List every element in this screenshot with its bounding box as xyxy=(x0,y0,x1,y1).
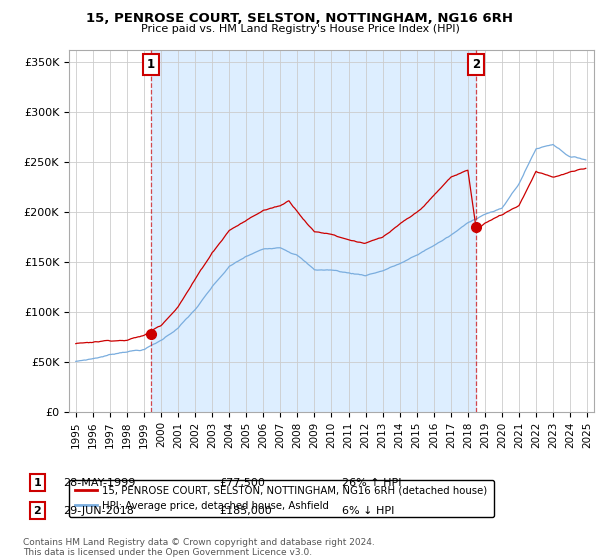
Text: 1: 1 xyxy=(147,58,155,71)
Text: 1: 1 xyxy=(34,478,41,488)
Text: £77,500: £77,500 xyxy=(219,478,265,488)
Bar xyxy=(151,50,476,412)
Text: 6% ↓ HPI: 6% ↓ HPI xyxy=(342,506,394,516)
Text: 2: 2 xyxy=(472,58,480,71)
Text: 2: 2 xyxy=(34,506,41,516)
Text: 26% ↑ HPI: 26% ↑ HPI xyxy=(342,478,401,488)
Text: 28-MAY-1999: 28-MAY-1999 xyxy=(63,478,136,488)
Text: 15, PENROSE COURT, SELSTON, NOTTINGHAM, NG16 6RH: 15, PENROSE COURT, SELSTON, NOTTINGHAM, … xyxy=(86,12,514,25)
Text: £185,000: £185,000 xyxy=(219,506,272,516)
Text: Contains HM Land Registry data © Crown copyright and database right 2024.
This d: Contains HM Land Registry data © Crown c… xyxy=(23,538,374,557)
Legend: 15, PENROSE COURT, SELSTON, NOTTINGHAM, NG16 6RH (detached house), HPI: Average : 15, PENROSE COURT, SELSTON, NOTTINGHAM, … xyxy=(69,480,494,517)
Text: 29-JUN-2018: 29-JUN-2018 xyxy=(63,506,134,516)
Text: Price paid vs. HM Land Registry's House Price Index (HPI): Price paid vs. HM Land Registry's House … xyxy=(140,24,460,34)
